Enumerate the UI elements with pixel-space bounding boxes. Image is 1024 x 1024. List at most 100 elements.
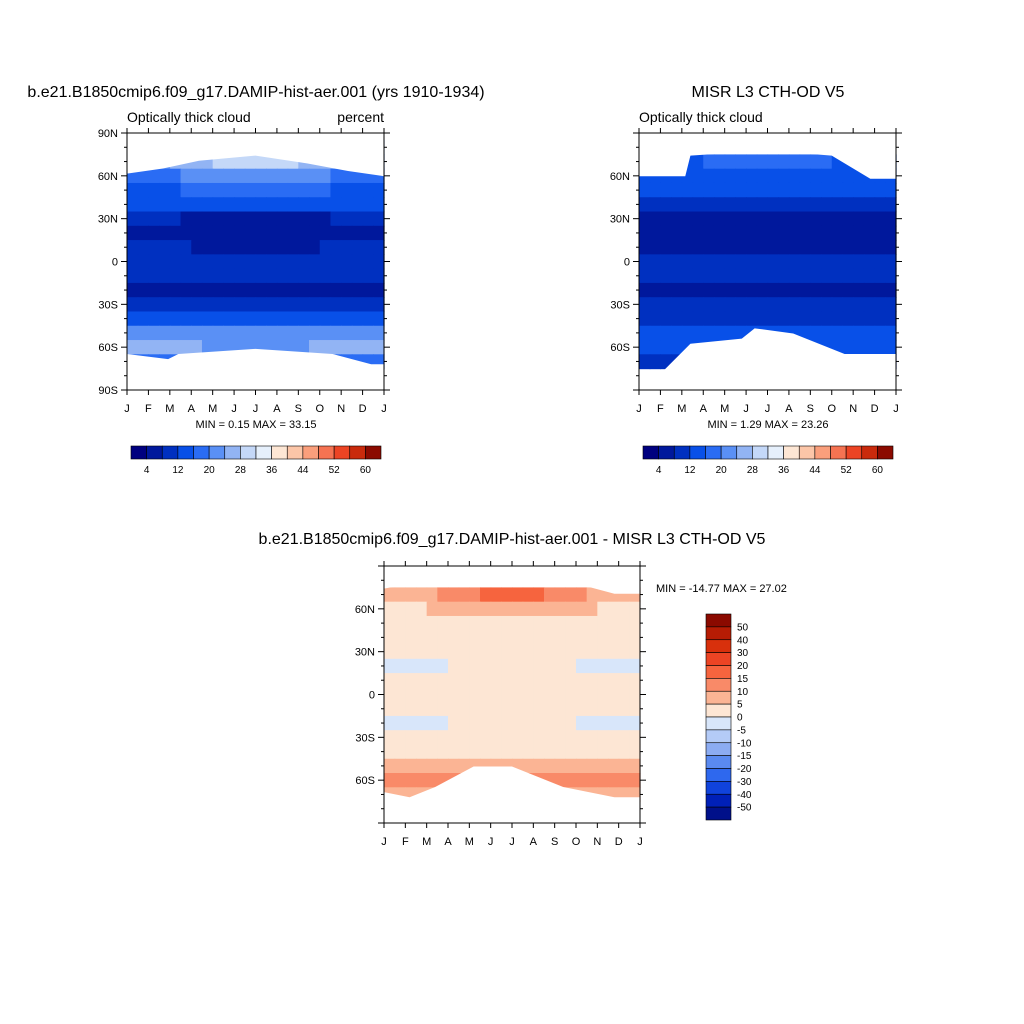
heatmap-cell	[713, 197, 726, 213]
heatmap-cell	[713, 225, 726, 241]
heatmap-cell	[885, 297, 897, 313]
heatmap-cell	[756, 254, 769, 270]
heatmap-cell	[735, 225, 747, 241]
colorbar-swatch	[705, 678, 732, 692]
heatmap-cell	[298, 297, 310, 313]
heatmap-cell	[713, 254, 726, 270]
heatmap-cell	[608, 687, 620, 703]
heatmap-cell	[735, 325, 747, 341]
heatmap-cell	[319, 211, 332, 227]
heatmap-cell	[810, 254, 822, 270]
colorbar-swatch	[146, 445, 163, 460]
heatmap-cell	[501, 744, 513, 760]
heatmap-cell	[597, 773, 609, 788]
heatmap-cell	[394, 601, 406, 617]
heatmap-cell	[244, 168, 257, 184]
x-tick-label: J	[231, 403, 237, 415]
heatmap-cell	[319, 282, 332, 298]
heatmap-cell	[842, 182, 854, 198]
no-data-mask-south	[127, 348, 384, 390]
heatmap-cell	[788, 254, 801, 270]
heatmap-cell	[137, 325, 150, 341]
x-tick-label: A	[700, 403, 708, 415]
heatmap-cell	[469, 658, 481, 674]
heatmap-cell	[660, 225, 672, 241]
heatmap-cell	[692, 325, 704, 341]
heatmap-cell	[330, 297, 342, 313]
heatmap-cell	[437, 715, 449, 731]
heatmap-cell	[629, 787, 641, 803]
heatmap-cell	[735, 268, 747, 284]
heatmap-cell	[746, 225, 758, 241]
heatmap-cell	[618, 787, 630, 803]
heatmap-cell	[512, 644, 524, 660]
heatmap-cell	[842, 211, 854, 227]
heatmap-cell	[831, 182, 844, 198]
heatmap-cell	[576, 615, 588, 631]
heatmap-cell	[821, 254, 833, 270]
heatmap-cell	[756, 240, 769, 255]
heatmap-cell	[191, 168, 203, 184]
heatmap-cell	[565, 773, 577, 788]
heatmap-cell	[576, 715, 588, 731]
heatmap-cell	[309, 168, 321, 184]
heatmap-cell	[586, 758, 598, 774]
heatmap-cell	[212, 340, 224, 355]
heatmap-cell	[565, 658, 577, 674]
heatmap-cell	[212, 182, 224, 198]
heatmap-cell	[522, 644, 534, 660]
no-data-mask-north	[639, 133, 896, 179]
heatmap-cell	[788, 325, 801, 341]
y-tick-label: 60S	[355, 775, 375, 787]
heatmap-cell	[159, 311, 171, 327]
heatmap-cell	[416, 758, 428, 774]
heatmap-cell	[191, 211, 203, 227]
heatmap-cell	[660, 325, 672, 341]
heatmap-cell	[767, 297, 779, 313]
heatmap-cell	[597, 744, 609, 760]
heatmap-cell	[341, 340, 353, 355]
heatmap-cell	[671, 182, 683, 198]
heatmap-cell	[735, 311, 747, 327]
heatmap-cell	[159, 325, 171, 341]
heatmap-cell	[330, 197, 342, 213]
heatmap-cell	[384, 744, 396, 760]
heatmap-cell	[276, 211, 289, 227]
heatmap-cell	[501, 601, 513, 617]
heatmap-cell	[212, 197, 224, 213]
heatmap-cell	[469, 715, 481, 731]
heatmap-cell	[810, 168, 822, 184]
heatmap-cell	[660, 268, 672, 284]
heatmap-cell	[554, 587, 566, 603]
colorbar-label: -40	[737, 790, 752, 801]
heatmap-cell	[426, 758, 438, 774]
heatmap-cell	[223, 211, 235, 227]
heatmap-cell	[394, 587, 406, 603]
heatmap-cell	[201, 282, 214, 298]
heatmap-cell	[405, 644, 417, 660]
heatmap-cell	[341, 254, 353, 270]
x-tick-label: J	[253, 403, 259, 415]
heatmap-cell	[448, 658, 460, 674]
heatmap-cell	[778, 240, 790, 255]
heatmap-cell	[191, 240, 203, 255]
heatmap-cell	[148, 268, 160, 284]
heatmap-cell	[586, 658, 598, 674]
heatmap-cell	[266, 268, 278, 284]
heatmap-cell	[660, 354, 672, 370]
colorbar-label: 12	[172, 465, 184, 476]
colorbar-label: 5	[737, 700, 743, 711]
heatmap-cell	[362, 282, 374, 298]
heatmap-cell	[618, 730, 630, 746]
heatmap-cell	[469, 587, 481, 603]
heatmap-cell	[778, 197, 790, 213]
heatmap-cell	[212, 311, 224, 327]
heatmap-cell	[266, 168, 278, 184]
y-tick-label: 30N	[98, 214, 118, 226]
heatmap-cell	[692, 297, 704, 313]
heatmap-cell	[351, 268, 364, 284]
heatmap-cell	[394, 715, 406, 731]
colorbar-label: 44	[297, 465, 309, 476]
heatmap-cell	[223, 154, 235, 170]
heatmap-cell	[618, 615, 630, 631]
